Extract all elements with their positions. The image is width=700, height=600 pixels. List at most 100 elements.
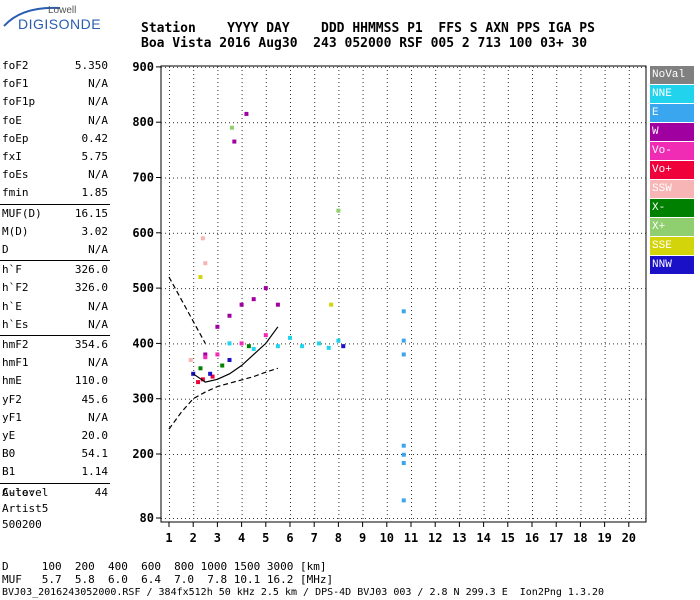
grid-dot	[459, 226, 461, 227]
param-row: yF1 N/A	[2, 411, 108, 428]
grid-dot	[265, 70, 267, 71]
grid-dot	[459, 286, 461, 287]
grid-dot	[265, 294, 267, 295]
grid-dot	[580, 254, 582, 255]
grid-dot	[357, 288, 358, 290]
grid-dot	[483, 186, 485, 187]
grid-dot	[549, 454, 550, 455]
grid-dot	[197, 288, 198, 290]
grid-dot	[321, 122, 322, 124]
grid-dot	[362, 498, 364, 499]
grid-dot	[435, 354, 437, 355]
grid-dot	[265, 318, 267, 319]
grid-dot	[305, 122, 306, 124]
grid-dot	[604, 502, 606, 503]
grid-dot	[604, 342, 606, 343]
grid-dot	[613, 398, 614, 400]
grid-dot	[362, 126, 364, 127]
grid-dot	[361, 122, 362, 124]
grid-dot	[604, 386, 606, 387]
x-tick-label: 9	[359, 531, 366, 545]
grid-dot	[233, 398, 234, 400]
x-tick-label: 2	[190, 531, 197, 545]
param-value: 5.350	[74, 59, 108, 72]
grid-dot	[507, 242, 509, 243]
grid-dot	[435, 126, 437, 127]
grid-dot	[556, 398, 558, 399]
grid-dot	[435, 514, 437, 515]
grid-dot	[285, 288, 286, 290]
legend-item: X+	[650, 218, 694, 236]
grid-dot	[483, 202, 485, 203]
grid-dot	[217, 238, 219, 239]
grid-dot	[556, 490, 558, 491]
grid-dot	[265, 202, 267, 203]
grid-dot	[580, 162, 582, 163]
grid-dot	[483, 370, 485, 371]
grid-dot	[453, 232, 454, 234]
grid-dot	[362, 470, 364, 471]
grid-dot	[421, 177, 422, 179]
grid-dot	[217, 374, 219, 375]
grid-dot	[169, 82, 170, 83]
grid-dot	[604, 478, 606, 479]
grid-dot	[433, 177, 434, 179]
grid-dot	[483, 90, 485, 91]
grid-dot	[628, 182, 630, 183]
grid-dot	[604, 94, 606, 95]
grid-dot	[169, 358, 170, 359]
grid-dot	[580, 118, 582, 119]
grid-dot	[313, 122, 314, 124]
param-label: B1	[2, 465, 16, 479]
grid-dot	[532, 470, 533, 471]
grid-dot	[217, 82, 219, 83]
grid-dot	[604, 422, 606, 423]
grid-dot	[281, 343, 282, 345]
grid-dot	[393, 177, 394, 179]
grid-dot	[411, 222, 412, 223]
grid-dot	[289, 66, 290, 68]
grid-dot	[193, 270, 195, 271]
grid-dot	[290, 490, 291, 491]
grid-dot	[445, 518, 446, 519]
grid-dot	[604, 442, 606, 443]
grid-dot	[532, 194, 533, 195]
grid-dot	[386, 294, 388, 295]
grid-dot	[483, 114, 485, 115]
grid-dot	[386, 450, 388, 451]
grid-dot	[297, 122, 298, 124]
grid-dot	[604, 334, 606, 335]
grid-dot	[362, 170, 364, 171]
grid-dot	[309, 66, 310, 68]
grid-dot	[261, 122, 262, 124]
grid-dot	[338, 82, 340, 83]
grid-dot	[465, 288, 466, 290]
grid-dot	[411, 82, 412, 83]
grid-dot	[483, 230, 485, 231]
grid-dot	[314, 98, 316, 99]
grid-dot	[217, 402, 219, 403]
grid-dot	[169, 462, 170, 463]
grid-dot	[386, 346, 388, 347]
grid-dot	[645, 232, 646, 234]
grid-dot	[541, 122, 542, 124]
grid-dot	[281, 288, 282, 290]
grid-dot	[556, 482, 558, 483]
grid-dot	[507, 318, 509, 319]
grid-dot	[628, 282, 630, 283]
grid-dot	[565, 122, 566, 124]
grid-dot	[314, 230, 316, 231]
grid-dot	[529, 398, 530, 400]
grid-dot	[397, 232, 398, 234]
grid-dot	[241, 106, 243, 107]
grid-dot	[338, 406, 340, 407]
grid-dot	[317, 454, 318, 455]
grid-dot	[362, 86, 364, 87]
grid-dot	[411, 186, 412, 187]
grid-dot	[369, 177, 370, 179]
grid-dot	[580, 70, 582, 71]
grid-dot	[393, 343, 394, 345]
grid-dot	[314, 210, 316, 211]
grid-dot	[507, 358, 509, 359]
grid-dot	[483, 218, 485, 219]
